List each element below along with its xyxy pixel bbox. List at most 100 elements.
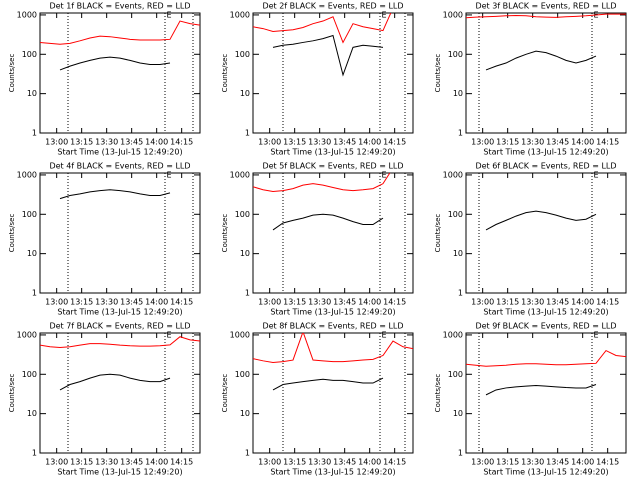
series-line	[40, 20, 200, 45]
panel-title: Det 9f BLACK = Events, RED = LLD	[475, 322, 616, 331]
x-tick-label: 13:15	[70, 138, 93, 147]
x-tick-label: 13:30	[308, 298, 331, 307]
annotation: E	[381, 11, 386, 20]
series-line	[272, 377, 384, 391]
panel: Det 7f BLACK = Events, RED = LLD Start Ti…	[8, 322, 201, 477]
y-tick-label: 100	[448, 50, 463, 59]
y-tick-label: 100	[235, 210, 250, 219]
y-tick-label: 1000	[443, 330, 463, 339]
x-tick-label: 14:00	[358, 458, 381, 467]
annotation: E	[166, 331, 171, 340]
x-tick-label: 14:00	[358, 138, 381, 147]
panel: Det 5f BLACK = Events, RED = LLD Start Ti…	[221, 162, 414, 317]
plot-frame	[252, 172, 414, 294]
x-tick-label: 13:45	[333, 138, 356, 147]
y-tick-label: 1	[458, 289, 463, 298]
annotation: E	[166, 11, 171, 20]
x-tick-label: 13:45	[546, 138, 569, 147]
plot-frame	[252, 12, 414, 134]
x-tick-label: 14:00	[571, 458, 594, 467]
plot-frame	[252, 332, 414, 454]
plot-frame	[39, 12, 201, 134]
x-tick-label: 13:45	[333, 458, 356, 467]
series-line	[485, 50, 597, 71]
series-line	[253, 13, 392, 44]
series-line	[253, 173, 391, 192]
y-tick-label: 1000	[17, 170, 37, 179]
annotation: E	[166, 171, 171, 180]
panel: Det 6f BLACK = Events, RED = LLD Start Ti…	[434, 162, 627, 317]
y-tick-label: 1	[458, 129, 463, 138]
x-axis-label: Start Time (13-Jul-15 12:49:20)	[270, 468, 395, 477]
x-tick-label: 13:15	[496, 298, 519, 307]
panel-title: Det 6f BLACK = Events, RED = LLD	[475, 162, 616, 171]
x-axis-label: Start Time (13-Jul-15 12:49:20)	[483, 468, 608, 477]
x-tick-label: 13:45	[120, 138, 143, 147]
x-tick-label: 13:00	[258, 458, 281, 467]
x-tick-label: 13:30	[308, 138, 331, 147]
x-tick-label: 14:15	[383, 458, 406, 467]
y-tick-label: 100	[448, 370, 463, 379]
panel-title: Det 1f BLACK = Events, RED = LLD	[49, 2, 190, 11]
x-tick-label: 13:00	[45, 138, 68, 147]
x-tick-label: 13:30	[521, 138, 544, 147]
x-tick-label: 13:15	[496, 138, 519, 147]
x-tick-label: 13:30	[521, 458, 544, 467]
x-axis-label: Start Time (13-Jul-15 12:49:20)	[57, 308, 182, 317]
y-tick-label: 100	[235, 370, 250, 379]
y-tick-label: 100	[22, 370, 37, 379]
y-axis-label: Counts/sec	[221, 54, 229, 93]
series-line	[485, 384, 597, 396]
x-tick-label: 14:00	[145, 298, 168, 307]
panel-title: Det 4f BLACK = Events, RED = LLD	[49, 162, 190, 171]
x-tick-label: 14:15	[596, 458, 619, 467]
annotation: E	[593, 171, 598, 180]
x-tick-label: 13:00	[471, 458, 494, 467]
x-tick-label: 13:15	[283, 138, 306, 147]
y-tick-label: 1000	[17, 10, 37, 19]
x-tick-label: 14:00	[571, 298, 594, 307]
plot-frame	[39, 172, 201, 294]
annotation: E	[593, 331, 598, 340]
series-line	[253, 333, 413, 363]
y-tick-label: 1	[32, 129, 37, 138]
x-tick-label: 13:15	[70, 458, 93, 467]
y-tick-label: 1	[32, 449, 37, 458]
panel: Det 1f BLACK = Events, RED = LLD Start Ti…	[8, 2, 201, 157]
panel: Det 2f BLACK = Events, RED = LLD Start Ti…	[221, 2, 414, 157]
x-tick-label: 13:00	[258, 298, 281, 307]
series-line	[272, 34, 384, 77]
x-axis-label: Start Time (13-Jul-15 12:49:20)	[483, 148, 608, 157]
x-tick-label: 14:15	[170, 458, 193, 467]
y-tick-label: 10	[453, 89, 463, 98]
series-line	[40, 336, 200, 348]
x-axis-label: Start Time (13-Jul-15 12:49:20)	[270, 308, 395, 317]
y-tick-label: 10	[27, 89, 37, 98]
y-axis-label: Counts/sec	[434, 214, 442, 253]
plot-frame	[39, 332, 201, 454]
series-line	[272, 213, 384, 231]
y-tick-label: 100	[448, 210, 463, 219]
x-tick-label: 13:00	[45, 458, 68, 467]
panel-title: Det 3f BLACK = Events, RED = LLD	[475, 2, 616, 11]
y-tick-label: 1000	[17, 330, 37, 339]
x-tick-label: 13:00	[471, 138, 494, 147]
x-axis-label: Start Time (13-Jul-15 12:49:20)	[483, 308, 608, 317]
y-tick-label: 10	[27, 249, 37, 258]
series-line	[485, 210, 597, 231]
x-tick-label: 13:15	[70, 298, 93, 307]
y-tick-label: 10	[240, 409, 250, 418]
x-tick-label: 13:45	[120, 298, 143, 307]
x-tick-label: 14:15	[383, 298, 406, 307]
panel-title: Det 5f BLACK = Events, RED = LLD	[262, 162, 403, 171]
x-tick-label: 13:45	[546, 298, 569, 307]
y-tick-label: 1	[245, 129, 250, 138]
x-tick-label: 14:15	[170, 138, 193, 147]
annotation: E	[381, 331, 386, 340]
x-tick-label: 13:30	[308, 458, 331, 467]
x-tick-label: 13:15	[496, 458, 519, 467]
x-tick-label: 13:00	[45, 298, 68, 307]
y-tick-label: 1	[245, 449, 250, 458]
y-axis-label: Counts/sec	[8, 374, 16, 413]
panel: Det 9f BLACK = Events, RED = LLD Start Ti…	[434, 322, 627, 477]
